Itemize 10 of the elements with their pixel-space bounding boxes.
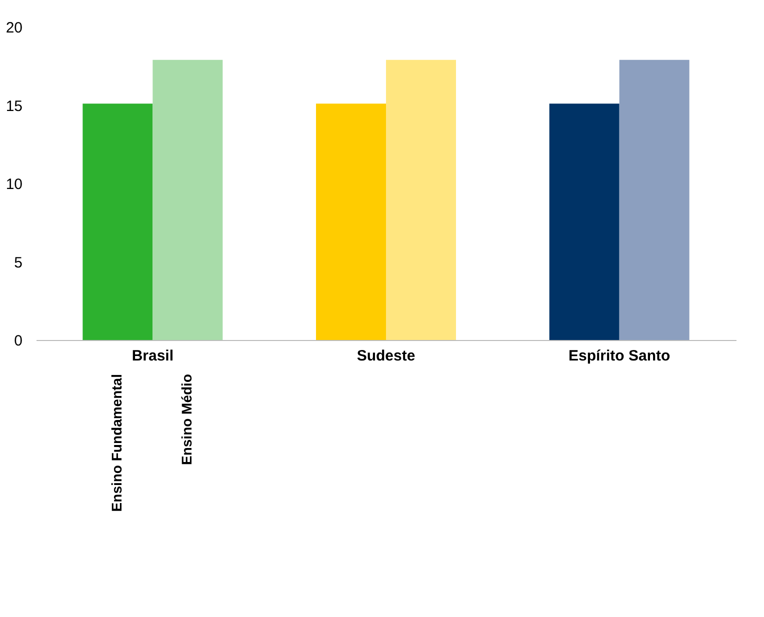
- y-tick-label: 5: [14, 254, 22, 272]
- text: Ensino Fundamental: [108, 374, 125, 512]
- y-tick-label: 15: [6, 98, 22, 115]
- text: Ensino Médio: [178, 374, 195, 465]
- y-tick-label: 0: [14, 332, 22, 350]
- y-tick-label: 20: [6, 20, 22, 36]
- x-tick-label: Espírito Santo: [568, 348, 670, 364]
- x-tick-label: Brasil: [132, 348, 174, 364]
- x-tick-label: Sudeste: [356, 348, 416, 364]
- y-tick-label: 10: [6, 176, 22, 193]
